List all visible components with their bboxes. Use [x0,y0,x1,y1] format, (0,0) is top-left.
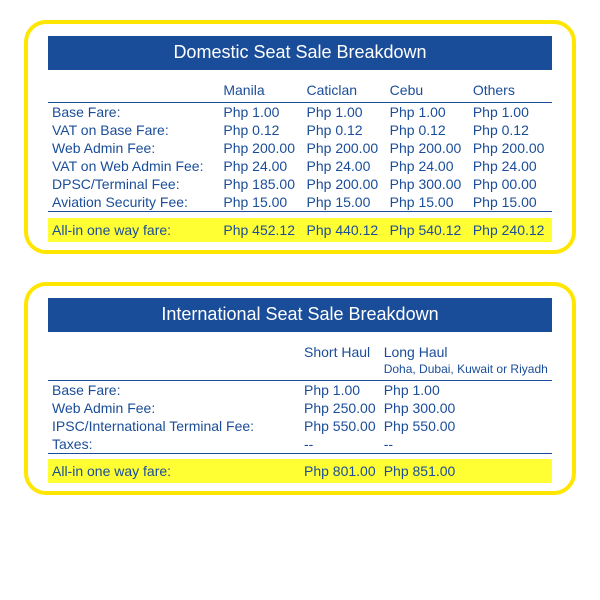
cell: -- [380,435,552,454]
table-row: Aviation Security Fee: Php 15.00 Php 15.… [48,193,552,212]
col-others: Others [469,80,552,103]
cell: Php 1.00 [469,103,552,122]
row-label: VAT on Web Admin Fee: [48,157,219,175]
cell: Php 200.00 [303,175,386,193]
table-row: DPSC/Terminal Fee: Php 185.00 Php 200.00… [48,175,552,193]
col-subhead: Doha, Dubai, Kuwait or Riyadh [384,362,548,376]
domestic-title: Domestic Seat Sale Breakdown [48,36,552,70]
col-short-haul: Short Haul [300,342,380,381]
international-title: International Seat Sale Breakdown [48,298,552,332]
row-label: VAT on Base Fare: [48,121,219,139]
cell: Php 1.00 [303,103,386,122]
table-row: Web Admin Fee: Php 250.00 Php 300.00 [48,399,552,417]
cell: Php 250.00 [300,399,380,417]
international-table: Short Haul Long Haul Doha, Dubai, Kuwait… [48,342,552,484]
total-cell: Php 440.12 [303,218,386,242]
cell: Php 0.12 [303,121,386,139]
cell: Php 550.00 [380,417,552,435]
cell: Php 200.00 [469,139,552,157]
cell: Php 300.00 [386,175,469,193]
domestic-table: Manila Caticlan Cebu Others Base Fare: P… [48,80,552,242]
total-cell: Php 540.12 [386,218,469,242]
col-manila: Manila [219,80,302,103]
table-row: Web Admin Fee: Php 200.00 Php 200.00 Php… [48,139,552,157]
total-label: All-in one way fare: [48,459,300,483]
cell: Php 15.00 [469,193,552,212]
table-row: IPSC/International Terminal Fee: Php 550… [48,417,552,435]
table-header-row: Manila Caticlan Cebu Others [48,80,552,103]
table-header-row: Short Haul Long Haul Doha, Dubai, Kuwait… [48,342,552,381]
cell: Php 0.12 [219,121,302,139]
cell: Php 24.00 [469,157,552,175]
cell: Php 24.00 [219,157,302,175]
row-label: IPSC/International Terminal Fee: [48,417,300,435]
col-cebu: Cebu [386,80,469,103]
cell: Php 1.00 [386,103,469,122]
total-cell: Php 240.12 [469,218,552,242]
table-row: VAT on Web Admin Fee: Php 24.00 Php 24.0… [48,157,552,175]
cell: Php 24.00 [303,157,386,175]
cell: Php 185.00 [219,175,302,193]
international-panel: International Seat Sale Breakdown Short … [24,282,576,496]
cell: Php 1.00 [219,103,302,122]
domestic-panel: Domestic Seat Sale Breakdown Manila Cati… [24,20,576,254]
col-blank [48,342,300,381]
cell: -- [300,435,380,454]
row-label: Base Fare: [48,380,300,399]
table-row: Base Fare: Php 1.00 Php 1.00 Php 1.00 Ph… [48,103,552,122]
col-long-haul: Long Haul Doha, Dubai, Kuwait or Riyadh [380,342,552,381]
row-label: DPSC/Terminal Fee: [48,175,219,193]
cell: Php 15.00 [386,193,469,212]
total-cell: Php 452.12 [219,218,302,242]
cell: Php 24.00 [386,157,469,175]
cell: Php 0.12 [469,121,552,139]
table-row: Taxes: -- -- [48,435,552,454]
cell: Php 0.12 [386,121,469,139]
cell: Php 300.00 [380,399,552,417]
row-label: Base Fare: [48,103,219,122]
col-caticlan: Caticlan [303,80,386,103]
total-label: All-in one way fare: [48,218,219,242]
total-cell: Php 851.00 [380,459,552,483]
col-blank [48,80,219,103]
row-label: Web Admin Fee: [48,139,219,157]
col-label: Short Haul [304,344,370,360]
cell: Php 1.00 [300,380,380,399]
row-label: Web Admin Fee: [48,399,300,417]
total-row: All-in one way fare: Php 801.00 Php 851.… [48,459,552,483]
cell: Php 550.00 [300,417,380,435]
cell: Php 15.00 [303,193,386,212]
cell: Php 1.00 [380,380,552,399]
row-label: Aviation Security Fee: [48,193,219,212]
col-label: Long Haul [384,344,448,360]
total-row: All-in one way fare: Php 452.12 Php 440.… [48,218,552,242]
table-row: Base Fare: Php 1.00 Php 1.00 [48,380,552,399]
cell: Php 00.00 [469,175,552,193]
cell: Php 200.00 [386,139,469,157]
cell: Php 15.00 [219,193,302,212]
cell: Php 200.00 [303,139,386,157]
table-row: VAT on Base Fare: Php 0.12 Php 0.12 Php … [48,121,552,139]
total-cell: Php 801.00 [300,459,380,483]
row-label: Taxes: [48,435,300,454]
cell: Php 200.00 [219,139,302,157]
